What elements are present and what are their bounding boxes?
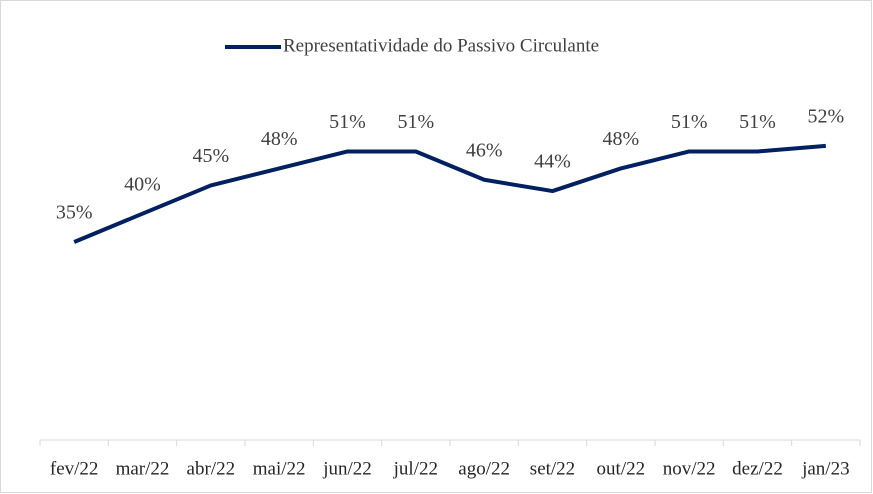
x-tick-label: mar/22 <box>116 458 170 479</box>
x-tick-label: jan/23 <box>801 458 850 479</box>
series-line <box>73 143 826 244</box>
x-tick-label: out/22 <box>597 458 646 479</box>
data-label: 44% <box>534 151 571 173</box>
data-label: 52% <box>807 105 844 127</box>
x-tick-label: mai/22 <box>253 458 306 479</box>
x-tick-label: abr/22 <box>187 458 236 479</box>
x-tick-label: jun/22 <box>322 458 372 479</box>
x-tick-label: dez/22 <box>732 458 783 479</box>
legend-label: Representatividade do Passivo Circulante <box>283 35 599 56</box>
x-tick-label: fev/22 <box>50 458 99 479</box>
data-label: 48% <box>602 128 639 150</box>
x-tick-label: nov/22 <box>663 458 716 479</box>
data-label: 48% <box>261 128 298 150</box>
data-label: 51% <box>397 111 434 133</box>
x-tick-label: set/22 <box>530 458 575 479</box>
data-label: 46% <box>466 139 503 161</box>
data-label: 51% <box>329 111 366 133</box>
data-label: 35% <box>56 202 93 224</box>
x-tick-label: ago/22 <box>458 458 510 479</box>
x-tick-label: jul/22 <box>393 458 438 479</box>
data-label: 40% <box>124 173 161 195</box>
data-label: 51% <box>739 111 776 133</box>
data-label: 45% <box>192 145 229 167</box>
data-label: 51% <box>671 111 708 133</box>
